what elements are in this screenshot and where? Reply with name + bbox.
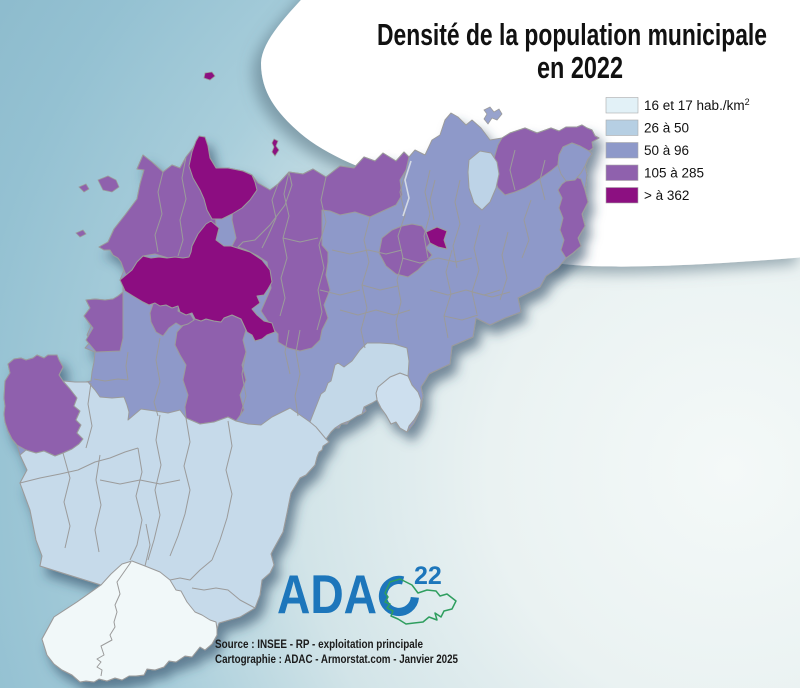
svg-text:22: 22	[414, 562, 442, 590]
svg-text:105 à 285: 105 à 285	[644, 166, 704, 181]
svg-text:ADA: ADA	[277, 563, 377, 625]
svg-text:Densité de la population munic: Densité de la population municipale	[377, 17, 767, 52]
svg-text:16 et 17 hab./km2: 16 et 17 hab./km2	[644, 97, 750, 113]
svg-text:50 à 96: 50 à 96	[644, 143, 689, 158]
svg-text:Cartographie : ADAC - Armorsta: Cartographie : ADAC - Armorstat.com - Ja…	[215, 652, 458, 666]
svg-text:en 2022: en 2022	[537, 50, 623, 85]
svg-text:26 à 50: 26 à 50	[644, 121, 689, 136]
svg-text:> à 362: > à 362	[644, 188, 689, 203]
svg-text:Source : INSEE - RP - exploita: Source : INSEE - RP - exploitation princ…	[215, 637, 423, 651]
